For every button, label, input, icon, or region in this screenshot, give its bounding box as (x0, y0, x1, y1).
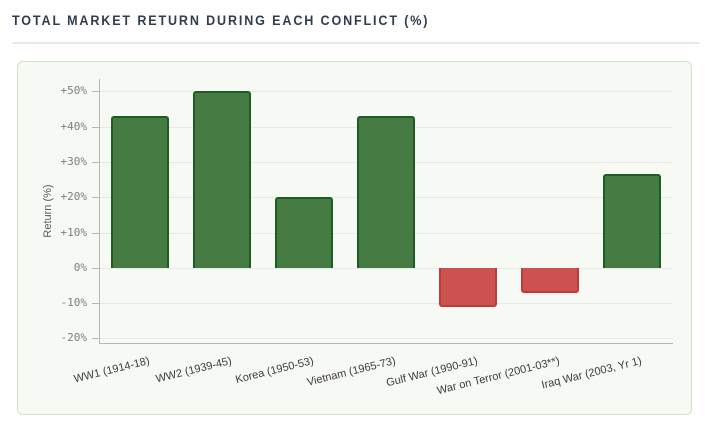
x-axis-line (99, 343, 673, 344)
gridline (99, 303, 673, 305)
plot-area: +50% +40% +30% +20% +10% 0% -10% -20% Return (%)… (42, 79, 673, 397)
gridline (99, 91, 673, 93)
y-tick-mark (92, 197, 99, 199)
y-tick-mark (92, 232, 99, 234)
y-tick-mark (92, 161, 99, 163)
gridline (99, 267, 673, 269)
y-axis-title: Return (%) (42, 184, 54, 238)
y-tick-label: 0% (73, 260, 87, 274)
y-tick-label: +30% (60, 154, 88, 168)
y-tick-label: +40% (60, 119, 88, 133)
bar-1 (193, 91, 251, 268)
bar-0 (111, 116, 169, 268)
y-tick-mark (92, 267, 99, 269)
gridline (99, 338, 673, 340)
bar-2 (275, 197, 333, 268)
y-tick-label: -10% (60, 296, 88, 310)
title-divider (12, 42, 700, 44)
y-tick-mark (92, 91, 99, 93)
bar-5 (521, 267, 579, 293)
bar-3 (357, 116, 415, 268)
y-tick-mark (92, 126, 99, 128)
y-tick-label: +20% (60, 190, 88, 204)
chart-title: TOTAL MARKET RETURN DURING EACH CONFLICT… (12, 13, 430, 28)
y-tick-label: -20% (60, 331, 88, 345)
y-tick-label: +50% (60, 84, 88, 98)
y-tick-mark (92, 303, 99, 305)
y-axis-line (99, 79, 100, 344)
bar-6 (603, 174, 661, 268)
y-tick-label: +10% (60, 225, 88, 239)
y-tick-mark (92, 338, 99, 340)
bar-4 (439, 267, 497, 307)
chart-panel: +50% +40% +30% +20% +10% 0% -10% -20% Return (%)… (17, 61, 692, 415)
